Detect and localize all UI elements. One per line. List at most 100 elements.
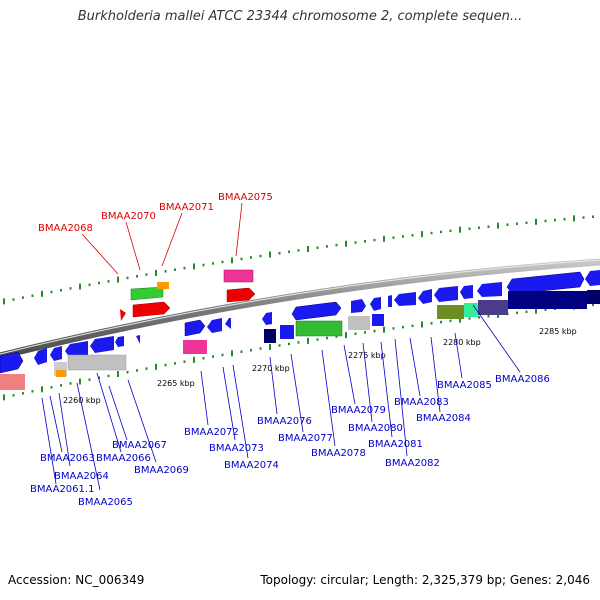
gene-box[interactable] xyxy=(372,314,384,326)
major-tick xyxy=(307,246,309,253)
gene-label-highlight[interactable]: BMAA2075 xyxy=(218,192,273,203)
minor-tick xyxy=(145,367,148,370)
gene-label[interactable]: BMAA2066 xyxy=(96,453,151,464)
gene-arrow[interactable] xyxy=(418,289,432,304)
gene-box[interactable] xyxy=(264,329,276,343)
gene-box[interactable] xyxy=(223,269,254,283)
major-tick xyxy=(231,257,233,264)
major-tick xyxy=(269,251,271,258)
gene-arrow[interactable] xyxy=(0,351,24,374)
gene-arrow[interactable] xyxy=(460,285,473,299)
gene-label-highlight[interactable]: BMAA2068 xyxy=(38,223,93,234)
minor-tick xyxy=(126,276,129,280)
minor-tick xyxy=(69,382,72,385)
gene-label[interactable]: BMAA2078 xyxy=(311,448,366,459)
gene-label[interactable]: BMAA2084 xyxy=(416,413,471,424)
gene-arrow[interactable] xyxy=(226,287,256,303)
gene-arrow[interactable] xyxy=(136,335,140,344)
gene-label[interactable]: BMAA2082 xyxy=(385,458,440,469)
minor-tick xyxy=(278,344,281,347)
gene-label[interactable]: BMAA2080 xyxy=(348,423,403,434)
minor-tick xyxy=(354,241,357,244)
major-tick xyxy=(41,386,43,393)
gene-box[interactable] xyxy=(183,340,207,354)
gene-arrow[interactable] xyxy=(351,299,366,313)
gene-arrow[interactable] xyxy=(132,301,171,318)
gene-arrow[interactable] xyxy=(394,292,416,306)
gene-label[interactable]: BMAA2079 xyxy=(331,405,386,416)
minor-tick xyxy=(544,219,547,223)
gene-arrow[interactable] xyxy=(184,319,206,337)
gene-arrow[interactable] xyxy=(207,318,222,333)
gene-arrow[interactable] xyxy=(130,286,164,301)
gene-arrow[interactable] xyxy=(506,271,585,295)
gene-arrow[interactable] xyxy=(370,297,381,311)
minor-tick xyxy=(288,342,290,346)
minor-tick xyxy=(364,240,366,243)
gene-arrow[interactable] xyxy=(477,282,502,297)
gene-arrow[interactable] xyxy=(34,348,47,365)
major-tick xyxy=(573,215,575,222)
minor-tick xyxy=(136,369,138,372)
minor-tick xyxy=(373,329,376,333)
major-tick xyxy=(117,371,119,378)
gene-label[interactable]: BMAA2081 xyxy=(368,439,423,450)
gene-box[interactable] xyxy=(56,370,66,377)
gene-label[interactable]: BMAA2086 xyxy=(495,374,550,385)
gene-label[interactable]: BMAA2064 xyxy=(54,471,109,482)
minor-tick xyxy=(411,324,414,328)
gene-label[interactable]: BMAA2061.1 xyxy=(30,484,94,495)
gene-box[interactable] xyxy=(348,316,370,330)
gene-arrow[interactable] xyxy=(90,336,114,353)
gene-label[interactable]: BMAA2076 xyxy=(257,416,312,427)
gene-box[interactable] xyxy=(0,374,25,390)
gene-label[interactable]: BMAA2065 xyxy=(78,497,133,508)
gene-arrow[interactable] xyxy=(225,318,231,329)
gene-box[interactable] xyxy=(157,282,169,289)
gene-arrow[interactable] xyxy=(585,270,600,286)
gene-arrow[interactable] xyxy=(291,301,342,321)
genome-backbone-highlight xyxy=(0,259,600,355)
gene-arrow[interactable] xyxy=(388,295,392,307)
minor-tick xyxy=(525,221,528,225)
gene-label[interactable]: BMAA2063 xyxy=(40,453,95,464)
gene-label[interactable]: BMAA2074 xyxy=(224,460,279,471)
gene-arrow[interactable] xyxy=(65,341,88,358)
gene-arrow[interactable] xyxy=(50,346,62,361)
gene-arrow[interactable] xyxy=(434,286,458,302)
gene-label-highlight[interactable]: BMAA2070 xyxy=(101,211,156,222)
gene-arrow[interactable] xyxy=(115,336,124,347)
gene-box[interactable] xyxy=(67,354,127,371)
gene-box[interactable] xyxy=(280,325,294,339)
major-tick xyxy=(459,226,461,233)
gene-box[interactable] xyxy=(508,291,587,309)
minor-tick xyxy=(516,311,518,315)
gene-box[interactable] xyxy=(587,290,600,304)
minor-tick xyxy=(259,347,262,350)
minor-tick xyxy=(107,280,110,283)
gene-label[interactable]: BMAA2083 xyxy=(394,397,449,408)
gene-label[interactable]: BMAA2073 xyxy=(209,443,264,454)
gene-label[interactable]: BMAA2085 xyxy=(437,380,492,391)
gene-box[interactable] xyxy=(295,320,343,337)
gene-label-highlight[interactable]: BMAA2071 xyxy=(159,202,214,213)
gene-label[interactable]: BMAA2077 xyxy=(278,433,333,444)
gene-arrow[interactable] xyxy=(262,312,272,325)
gene-box[interactable] xyxy=(437,305,464,319)
minor-tick xyxy=(259,254,262,258)
tick-label: 2280 kbp xyxy=(443,338,481,347)
minor-tick xyxy=(478,316,480,319)
gene-box[interactable] xyxy=(464,303,478,317)
gene-label[interactable]: BMAA2072 xyxy=(184,427,239,438)
gene-label[interactable]: BMAA2067 xyxy=(112,440,167,451)
gene-box[interactable] xyxy=(478,300,508,315)
minor-tick xyxy=(468,317,471,320)
gene-arrow[interactable] xyxy=(120,309,126,321)
minor-tick xyxy=(98,281,100,285)
minor-tick xyxy=(22,392,24,395)
gene-label[interactable]: BMAA2069 xyxy=(134,465,189,476)
minor-tick xyxy=(50,386,53,389)
minor-tick xyxy=(88,283,91,287)
minor-tick xyxy=(69,287,72,290)
